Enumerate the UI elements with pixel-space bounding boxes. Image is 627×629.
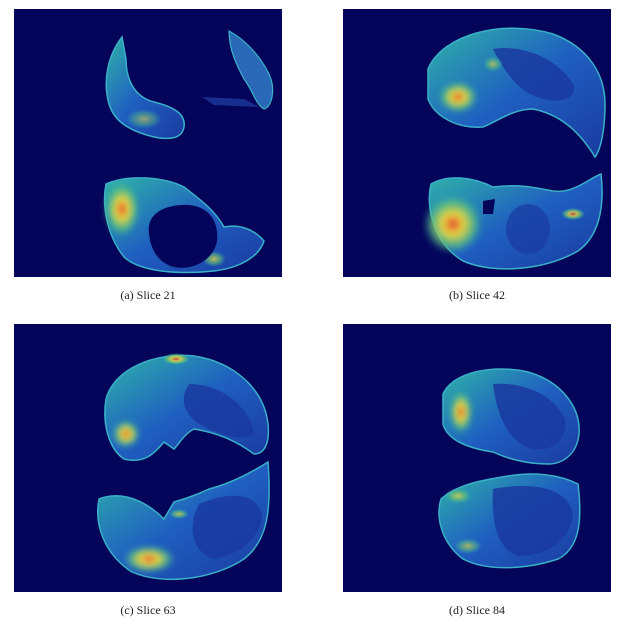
caption-d: (d) Slice 84 bbox=[449, 603, 505, 617]
slice-84-image bbox=[343, 324, 611, 592]
slice-42-image bbox=[343, 9, 611, 277]
caption-c: (c) Slice 63 bbox=[120, 603, 176, 617]
caption-b: (b) Slice 42 bbox=[449, 288, 505, 302]
slice-21-image bbox=[14, 9, 282, 277]
slice-63-image bbox=[14, 324, 282, 592]
caption-a: (a) Slice 21 bbox=[120, 288, 176, 302]
